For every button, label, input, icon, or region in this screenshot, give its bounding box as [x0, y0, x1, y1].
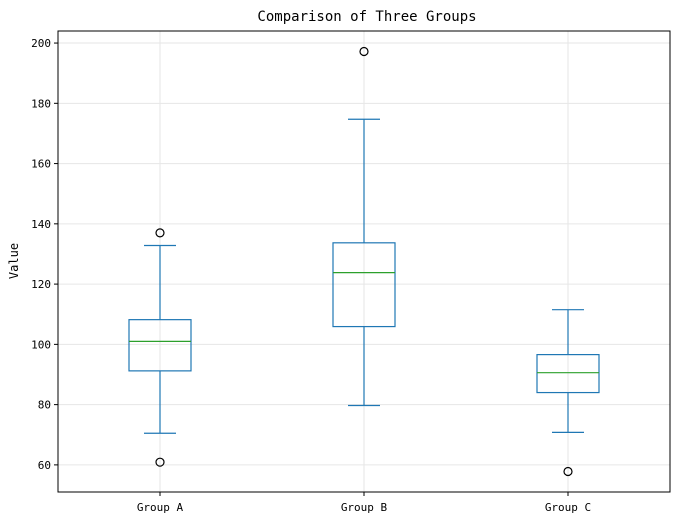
- y-tick-label: 120: [31, 278, 51, 291]
- grid-lines: [58, 31, 670, 492]
- y-tick-label: 180: [31, 97, 51, 110]
- y-tick-label: 140: [31, 218, 51, 231]
- y-tick-label: 160: [31, 158, 51, 171]
- x-tick-label: Group A: [137, 501, 184, 514]
- y-tick-label: 200: [31, 37, 51, 50]
- y-tick-label: 60: [38, 459, 51, 472]
- iqr-box: [332, 242, 396, 328]
- x-tick-label: Group B: [341, 501, 388, 514]
- outlier-point: [359, 46, 369, 57]
- iqr-box: [536, 354, 600, 394]
- chart-title: Comparison of Three Groups: [257, 9, 476, 25]
- x-axis: Group A Group B Group C: [137, 492, 591, 514]
- box-group: [332, 46, 396, 407]
- y-tick-label: 80: [38, 399, 51, 412]
- x-tick-label: Group C: [545, 501, 591, 514]
- y-axis: 60 80 100 120 140 160 180 200: [31, 37, 58, 472]
- box-series: [128, 46, 600, 477]
- y-axis-label: Value: [7, 243, 21, 279]
- box-group: [536, 309, 600, 477]
- outlier-point: [155, 457, 165, 467]
- iqr-box: [128, 319, 192, 372]
- outlier-point: [155, 228, 165, 238]
- outlier-point: [563, 466, 573, 477]
- y-tick-label: 100: [31, 338, 51, 351]
- box-group: [128, 228, 192, 467]
